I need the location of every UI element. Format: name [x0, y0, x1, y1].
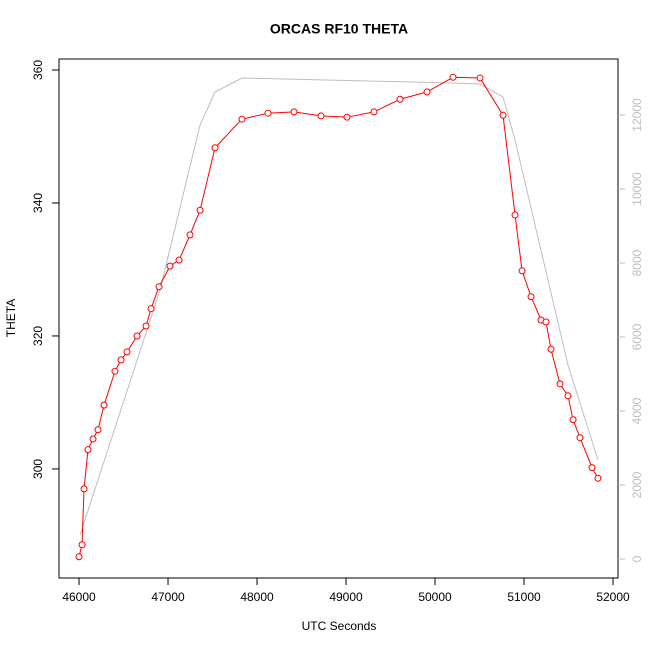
data-point [594, 474, 602, 482]
data-point [588, 464, 596, 472]
data-point [556, 380, 564, 388]
series-line [78, 76, 599, 557]
data-point [290, 108, 298, 116]
x-tick-label: 49000 [329, 590, 363, 604]
y2-tick-label: 10000 [630, 172, 644, 206]
data-point [547, 345, 555, 353]
x-tick-label: 47000 [151, 590, 185, 604]
x-tick-label: 48000 [240, 590, 274, 604]
data-point [186, 231, 194, 239]
data-point [94, 426, 102, 434]
data-point [569, 416, 577, 424]
y2-tick-label: 4000 [630, 397, 644, 424]
data-point [175, 256, 183, 264]
data-point [343, 113, 351, 121]
x-tick-label: 52000 [596, 590, 630, 604]
y2-tick-label: 2000 [630, 471, 644, 498]
data-point [518, 267, 526, 275]
data-point [89, 435, 97, 443]
data-point [423, 88, 431, 96]
data-point [211, 144, 219, 152]
data-point [142, 322, 150, 330]
x-axis-label: UTC Seconds [302, 619, 377, 633]
y-tick-label: 320 [31, 326, 45, 346]
y-axis-label: THETA [4, 299, 18, 337]
x-tick-label: 51000 [507, 590, 541, 604]
y2-tick-label: 6000 [630, 323, 644, 350]
data-point [133, 332, 141, 340]
x-tick-label: 50000 [418, 590, 452, 604]
data-point [196, 206, 204, 214]
data-point [476, 74, 484, 82]
data-point [147, 305, 155, 313]
data-point [111, 367, 119, 375]
chart-title: ORCAS RF10 THETA [270, 21, 408, 37]
data-point [155, 283, 163, 291]
data-point [542, 318, 550, 326]
y2-tick-label: 12000 [630, 98, 644, 132]
data-point [317, 112, 325, 120]
y2-tick-label: 0 [630, 555, 644, 562]
data-point [527, 293, 535, 301]
series-line [79, 77, 599, 536]
data-point [78, 541, 86, 549]
data-point [100, 401, 108, 409]
y-tick-label: 300 [31, 459, 45, 479]
data-point [264, 109, 272, 117]
y2-tick-label: 8000 [630, 249, 644, 276]
data-point [84, 446, 92, 454]
data-point [166, 262, 174, 270]
plot-frame [58, 58, 619, 579]
data-point [75, 553, 83, 561]
y-tick-label: 340 [31, 193, 45, 213]
data-point [123, 348, 131, 356]
data-point [396, 95, 404, 103]
data-point [449, 73, 457, 81]
data-point [370, 108, 378, 116]
data-point [238, 115, 246, 123]
data-point [80, 485, 88, 493]
data-point [117, 356, 125, 364]
data-point [511, 211, 519, 219]
x-tick-label: 46000 [62, 590, 96, 604]
data-point [499, 111, 507, 119]
data-point [576, 434, 584, 442]
y-tick-label: 360 [31, 60, 45, 80]
data-point [564, 392, 572, 400]
